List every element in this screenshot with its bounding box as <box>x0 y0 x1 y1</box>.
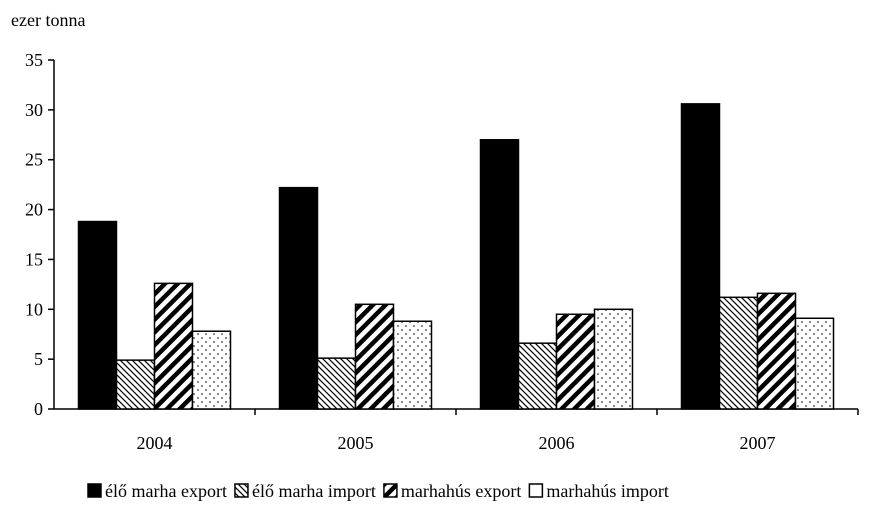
x-tick-label: 2005 <box>338 433 374 453</box>
bar-elo-marha-import-2006 <box>517 342 558 410</box>
legend-swatch-elo-marha-import <box>234 483 249 498</box>
bar-marhahus-import-2004 <box>191 330 232 410</box>
bar-elo-marha-export-2005 <box>278 186 319 410</box>
y-tick-label: 10 <box>25 299 43 319</box>
y-axis-label: ezer tonna <box>11 10 85 30</box>
legend-swatch-marhahus-export <box>383 483 398 498</box>
bar-elo-marha-export-2004 <box>77 220 118 410</box>
bar-marhahus-export-2004 <box>153 282 194 410</box>
x-tick-label: 2006 <box>539 433 575 453</box>
bar-marhahus-export-2005 <box>354 303 395 410</box>
bar-elo-marha-import-2005 <box>316 357 357 410</box>
bar-marhahus-export-2006 <box>555 313 596 410</box>
bar-marhahus-import-2006 <box>593 308 634 410</box>
y-tick-label: 30 <box>25 100 43 120</box>
y-tick-label: 35 <box>25 50 43 70</box>
bar-marhahus-import-2007 <box>794 317 835 410</box>
bar-elo-marha-import-2004 <box>115 359 156 410</box>
legend-swatch-marhahus-import <box>528 483 544 498</box>
y-tick-label: 15 <box>25 249 43 269</box>
legend-label-elo-marha-export: élő marha export <box>105 481 227 501</box>
x-tick-label: 2004 <box>137 433 173 453</box>
legend-label-marhahus-export: marhahús export <box>401 481 521 501</box>
x-tick-label: 2007 <box>740 433 776 453</box>
bar-marhahus-export-2007 <box>756 292 797 410</box>
bar-elo-marha-import-2007 <box>718 296 759 410</box>
y-tick-label: 25 <box>25 150 43 170</box>
bar-marhahus-import-2005 <box>392 320 433 410</box>
y-tick-label: 20 <box>25 200 43 220</box>
legend-swatch-elo-marha-export <box>87 483 102 498</box>
y-tick-label: 0 <box>34 399 43 419</box>
y-tick-label: 5 <box>34 349 43 369</box>
legend: élő marha export élő marha import marhahús… <box>87 481 669 501</box>
legend-label-elo-marha-import: élő marha import <box>252 481 376 501</box>
bar-elo-marha-export-2007 <box>680 103 721 410</box>
legend-label-marhahus-import: marhahús import <box>546 481 668 501</box>
plot-area: 0 5 10 15 20 25 30 35 2004 2005 2006 2007 <box>25 50 859 453</box>
bar-elo-marha-export-2006 <box>479 139 520 410</box>
